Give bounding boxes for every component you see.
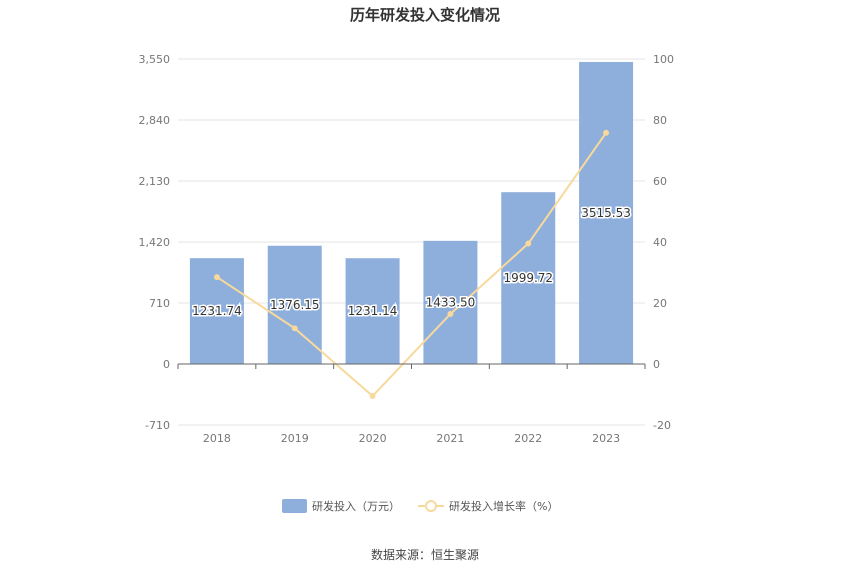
data-label: 1376.15 bbox=[270, 298, 320, 312]
y-right-tick-label: 40 bbox=[653, 236, 667, 249]
y-left-tick-label: -710 bbox=[145, 419, 170, 432]
x-tick-label: 2022 bbox=[514, 432, 542, 445]
x-tick-label: 2019 bbox=[281, 432, 309, 445]
line-point bbox=[213, 274, 220, 281]
bar bbox=[501, 192, 556, 364]
line-point bbox=[369, 393, 376, 400]
data-label: 1999.72 bbox=[503, 271, 553, 285]
legend-line-label: 研发投入增长率（%） bbox=[449, 499, 558, 513]
y-left-tick-label: 2,840 bbox=[139, 114, 171, 127]
y-left-tick-label: 0 bbox=[163, 358, 170, 371]
y-right-tick-label: 60 bbox=[653, 175, 667, 188]
x-tick-label: 2018 bbox=[203, 432, 231, 445]
y-right-tick-label: 80 bbox=[653, 114, 667, 127]
line-point bbox=[603, 129, 610, 136]
line-point bbox=[447, 310, 454, 317]
bar bbox=[579, 61, 634, 364]
growth-line bbox=[216, 132, 607, 398]
source-text: 数据来源：恒生聚源 bbox=[371, 547, 479, 562]
x-tick-label: 2020 bbox=[359, 432, 387, 445]
y-right-tick-label: -20 bbox=[653, 419, 671, 432]
legend-bar-label: 研发投入（万元） bbox=[312, 499, 400, 513]
axes: -710 0 710 1,420 2,130 2,840 3,550 -20 0 20 40 60 80… bbox=[139, 53, 675, 445]
bar bbox=[423, 240, 478, 364]
data-label: 1231.14 bbox=[348, 304, 398, 318]
y-right-tick-label: 100 bbox=[653, 53, 674, 66]
bar-series bbox=[189, 61, 634, 364]
grid bbox=[178, 58, 645, 426]
data-label: 1433.50 bbox=[426, 295, 476, 309]
y-left-tick-label: 710 bbox=[149, 297, 170, 310]
data-label: 1231.74 bbox=[192, 304, 242, 318]
line-point bbox=[525, 240, 532, 247]
y-left-tick-label: 2,130 bbox=[139, 175, 171, 188]
y-left-tick-label: 3,550 bbox=[139, 53, 171, 66]
y-right-tick-label: 0 bbox=[653, 358, 660, 371]
legend-line-marker bbox=[425, 500, 437, 512]
x-tick-label: 2023 bbox=[592, 432, 620, 445]
legend-bar-swatch bbox=[282, 499, 307, 513]
line-series bbox=[213, 129, 610, 400]
bar bbox=[345, 258, 400, 364]
line-point bbox=[291, 325, 298, 332]
data-labels: 1231.74 1376.15 1231.14 1433.50 1999.72 3515.… bbox=[191, 204, 633, 319]
chart-title: 历年研发投入变化情况 bbox=[350, 6, 500, 24]
legend[interactable]: 研发投入（万元） 研发投入增长率（%） bbox=[282, 499, 558, 513]
y-left-tick-label: 1,420 bbox=[139, 236, 171, 249]
y-right-tick-label: 20 bbox=[653, 297, 667, 310]
data-label: 3515.53 bbox=[581, 206, 631, 220]
x-tick-label: 2021 bbox=[436, 432, 464, 445]
